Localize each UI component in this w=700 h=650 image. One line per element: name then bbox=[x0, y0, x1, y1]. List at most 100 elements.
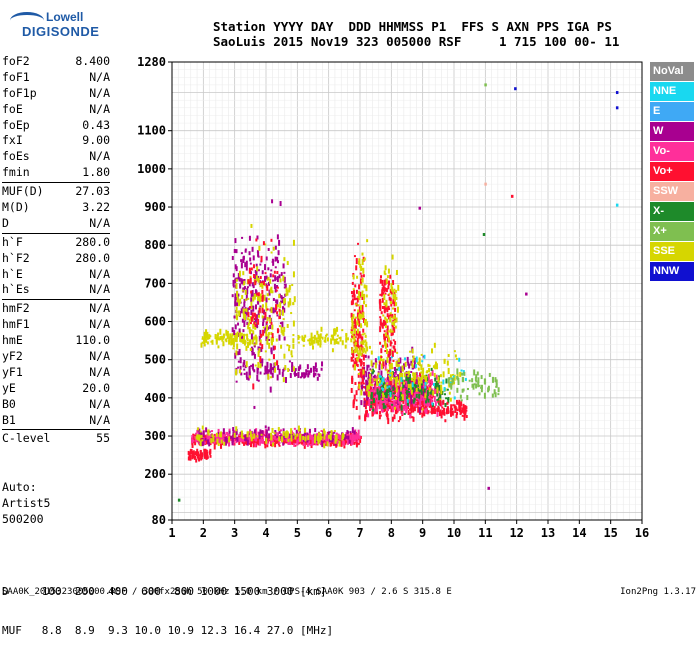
echo-point bbox=[369, 383, 372, 387]
echo-point bbox=[208, 430, 211, 433]
echo-point bbox=[389, 374, 392, 377]
echo-point bbox=[394, 295, 397, 299]
echo-point bbox=[250, 346, 253, 351]
echo-point bbox=[278, 334, 281, 341]
echo-point bbox=[245, 293, 248, 299]
echo-point bbox=[344, 344, 347, 349]
echo-point bbox=[259, 329, 262, 335]
echo-point bbox=[235, 313, 238, 320]
echo-point bbox=[378, 359, 381, 364]
param-name: hmF1 bbox=[2, 317, 30, 332]
echo-point bbox=[389, 357, 392, 362]
echo-point bbox=[393, 288, 396, 291]
echo-point bbox=[461, 407, 464, 413]
footer-version: Ion2Png 1.3.17 bbox=[620, 587, 696, 597]
echo-point bbox=[285, 430, 288, 434]
echo-point bbox=[425, 401, 428, 406]
echo-point bbox=[454, 354, 457, 358]
echo-point bbox=[254, 280, 257, 286]
echo-point bbox=[202, 430, 205, 437]
echo-point bbox=[310, 340, 313, 345]
echo-point bbox=[384, 320, 387, 323]
echo-point bbox=[454, 408, 457, 413]
echo-point bbox=[380, 389, 383, 392]
echo-point bbox=[292, 338, 295, 344]
echo-point bbox=[217, 345, 220, 349]
echo-point bbox=[255, 435, 258, 440]
echo-point bbox=[374, 385, 377, 391]
echo-point bbox=[195, 432, 198, 435]
echo-point bbox=[265, 330, 268, 337]
echo-point bbox=[455, 407, 458, 411]
echo-point bbox=[383, 270, 386, 275]
param-name: foE bbox=[2, 101, 23, 116]
echo-point bbox=[430, 367, 433, 371]
y-tick-label: 1280 bbox=[137, 55, 166, 69]
echo-point bbox=[248, 438, 251, 444]
echo-point bbox=[211, 339, 214, 345]
echo-point bbox=[384, 316, 387, 320]
echo-point bbox=[265, 297, 268, 303]
echo-point bbox=[420, 405, 423, 410]
echo-point bbox=[363, 319, 366, 326]
echo-point bbox=[308, 341, 311, 345]
echo-point bbox=[290, 312, 293, 315]
echo-point bbox=[412, 386, 415, 393]
echo-point bbox=[198, 428, 201, 435]
echo-point bbox=[427, 410, 430, 414]
echo-point bbox=[357, 433, 360, 439]
echo-point bbox=[421, 395, 424, 398]
echo-point bbox=[395, 360, 398, 367]
echo-point bbox=[258, 296, 261, 301]
echo-point bbox=[262, 280, 265, 285]
echo-point bbox=[345, 432, 348, 438]
echo-point bbox=[408, 374, 411, 381]
echo-point bbox=[495, 383, 498, 388]
echo-point bbox=[253, 433, 256, 439]
echo-point bbox=[271, 436, 274, 440]
echo-point bbox=[245, 260, 248, 265]
echo-point bbox=[306, 364, 309, 370]
echo-point bbox=[256, 250, 259, 254]
echo-point bbox=[206, 336, 209, 340]
echo-point bbox=[307, 442, 310, 445]
echo-point bbox=[325, 334, 328, 337]
echo-point bbox=[196, 448, 199, 452]
echo-point bbox=[265, 275, 268, 280]
echo-point bbox=[426, 395, 429, 401]
echo-point bbox=[399, 398, 402, 402]
echo-point bbox=[399, 366, 402, 373]
echo-point bbox=[377, 396, 380, 402]
echo-point bbox=[361, 309, 364, 314]
echo-point bbox=[333, 429, 336, 432]
echo-point bbox=[346, 438, 349, 445]
echo-point bbox=[471, 383, 474, 388]
echo-point bbox=[378, 383, 381, 387]
echo-point bbox=[454, 411, 457, 414]
echo-point bbox=[278, 441, 281, 444]
y-tick-label: 600 bbox=[144, 315, 166, 329]
echo-point bbox=[413, 382, 416, 387]
echo-point bbox=[452, 381, 455, 385]
echo-point bbox=[432, 365, 435, 369]
echo-point bbox=[230, 335, 233, 339]
echo-point bbox=[388, 397, 391, 402]
echo-point bbox=[282, 329, 285, 336]
echo-point bbox=[315, 433, 318, 436]
echo-point bbox=[401, 372, 404, 376]
echo-point bbox=[200, 436, 203, 442]
param-row-hes: h`Es N/A bbox=[2, 282, 110, 298]
echo-point bbox=[248, 306, 251, 310]
echo-point bbox=[265, 306, 268, 312]
echo-point bbox=[278, 430, 281, 434]
y-tick-label: 500 bbox=[144, 353, 166, 367]
echo-point bbox=[245, 361, 248, 368]
echo-point bbox=[243, 368, 246, 371]
echo-point bbox=[388, 402, 391, 406]
echo-point bbox=[412, 391, 415, 397]
echo-point bbox=[228, 430, 231, 434]
echo-point bbox=[430, 406, 433, 413]
echo-point bbox=[386, 343, 389, 347]
echo-point bbox=[360, 283, 363, 286]
echo-point bbox=[361, 252, 364, 256]
